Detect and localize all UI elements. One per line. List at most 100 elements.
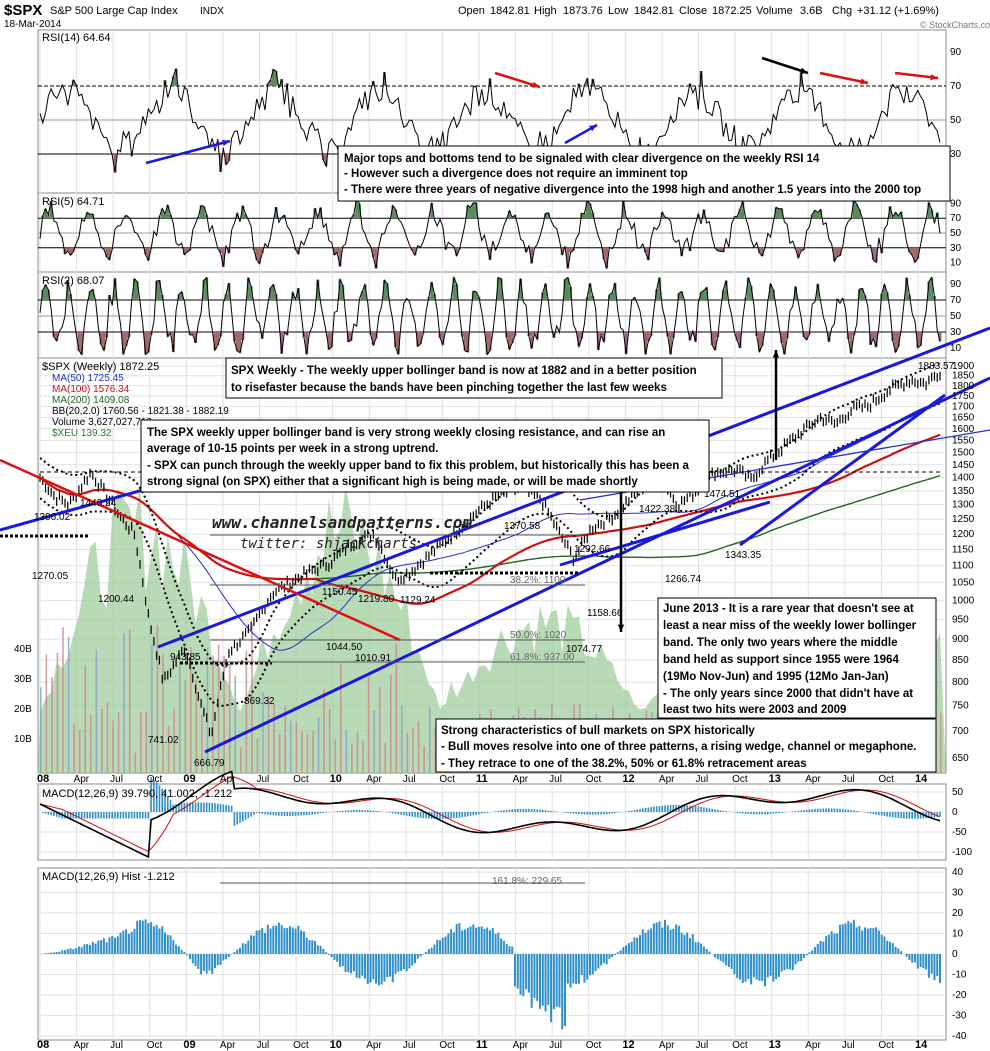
watermark-site: www.channelsandpatterns.com [212, 513, 472, 532]
y-tick-label: 1850 [952, 371, 975, 382]
ma100-line [39, 433, 941, 605]
volume-bar [178, 661, 181, 773]
volume-bar [73, 723, 75, 773]
volume-bar [184, 680, 187, 773]
macd-tick-label: -50 [952, 827, 967, 838]
price-annotation: 1396.02 [34, 512, 71, 523]
volume-bar [40, 687, 42, 773]
volume-bar [106, 702, 109, 773]
volume-bar [123, 633, 125, 773]
note-rsi-line: - There were three years of negative div… [344, 184, 921, 196]
x-tick-label: Oct [586, 774, 602, 785]
legend-volume: Volume 3,627,027,712 [52, 417, 153, 428]
y-tick-label: 1400 [952, 473, 975, 484]
note-june-line: June 2013 - It is a rare year that doesn… [663, 603, 914, 615]
volume-bar [395, 643, 398, 773]
hist-tick-label: 40 [952, 867, 964, 878]
fib-label: 61.8%: 937.00 [510, 652, 575, 663]
x-tick-label: 08 [37, 773, 49, 785]
rsi-tick-label: 50 [950, 115, 962, 126]
x-tick-label: Oct [147, 1040, 163, 1051]
price-annotation: 741.02 [148, 735, 179, 746]
lower-channel-line [204, 376, 990, 754]
rsi14-title: RSI(14) 64.64 [42, 32, 110, 44]
note-rsi-line: - However such a divergence does not req… [344, 168, 688, 180]
hist-tick-label: 10 [952, 929, 964, 940]
volume-bar [162, 654, 164, 773]
x-tick-label: Apr [74, 774, 90, 785]
x-tick-label: 13 [769, 1039, 781, 1051]
x-tick-label: Apr [366, 1040, 382, 1051]
volume-bar [128, 629, 131, 773]
rsi-tick-label: 70 [950, 295, 962, 306]
y-tick-label: 1350 [952, 486, 975, 497]
y-tick-label: 650 [952, 753, 969, 764]
note-june-line: band. The only two years where the middl… [663, 637, 898, 649]
note-june-line: band held as support since 1955 were 196… [663, 654, 899, 666]
divergence-arrow-head [532, 81, 540, 88]
volume-bar [412, 727, 414, 773]
open-value: 1842.81 [490, 5, 530, 17]
rsi-tick-label: 90 [950, 198, 962, 209]
y-tick-label: 1200 [952, 529, 975, 540]
rsi-line [39, 195, 941, 269]
volume-bar [323, 689, 325, 773]
divergence-arrow [819, 71, 869, 85]
x-tick-label: Oct [147, 774, 163, 785]
volume-bar [145, 712, 148, 773]
chart-symbol: $SPX [4, 2, 42, 19]
x-tick-label: Jul [110, 1040, 123, 1051]
volume-bar [295, 721, 298, 773]
volume-bar [284, 706, 287, 773]
x-tick-label: Oct [586, 1040, 602, 1051]
note-bull-line: - Bull moves resolve into one of three p… [441, 741, 916, 753]
chg-value: +31.12 (+1.69%) [857, 5, 939, 17]
volume-bar [51, 677, 53, 773]
volume-bar [434, 726, 437, 773]
volume-value: 3.6B [800, 5, 823, 17]
x-tick-label: Apr [366, 774, 382, 785]
volume-bar [367, 676, 370, 773]
y-tick-label: 1450 [952, 460, 975, 471]
note-bb-line: The SPX weekly upper bollinger band is v… [147, 427, 665, 439]
x-tick-label: Jul [403, 1040, 416, 1051]
volume-bar [190, 647, 192, 773]
rsi-tick-label: 30 [950, 243, 962, 254]
volume-bar [195, 680, 198, 773]
note-rsi-divergence: Major tops and bottoms tend to be signal… [337, 145, 951, 202]
x-tick-label: 10 [330, 1039, 342, 1051]
hist-tick-label: -10 [952, 969, 967, 980]
x-tick-label: Apr [513, 1040, 529, 1051]
x-tick-label: Jul [110, 774, 123, 785]
x-tick-label: 14 [915, 773, 928, 785]
volume-bar [67, 636, 70, 773]
volume-bar [328, 708, 331, 773]
volume-bar [78, 730, 81, 773]
hist-tick-label: 30 [952, 888, 964, 899]
x-tick-label: 10 [330, 773, 342, 785]
volume-bar [173, 708, 175, 773]
volume-bar [406, 732, 409, 773]
note-rsi-line: Major tops and bottoms tend to be signal… [344, 153, 820, 165]
volume-bar [390, 674, 392, 773]
fib-label: 161.8%: 229.65 [492, 876, 562, 887]
rsi-tick-label: 50 [950, 228, 962, 239]
note-bollinger-resistance: The SPX weekly upper bollinger band is v… [140, 419, 710, 493]
volume-bar [306, 733, 309, 773]
x-tick-label: Oct [878, 774, 894, 785]
note-spx-weekly: SPX Weekly - The weekly upper bollinger … [225, 357, 723, 399]
volume-bar [317, 717, 320, 773]
divergence-arrow-head [589, 125, 597, 132]
x-tick-label: Oct [732, 1040, 748, 1051]
volume-bar [45, 654, 48, 773]
x-tick-label: Oct [439, 1040, 455, 1051]
y-tick-label: 800 [952, 677, 969, 688]
y-tick-label: 1600 [952, 424, 975, 435]
volume-bar [251, 624, 253, 773]
price-annotation: 1370.58 [504, 521, 541, 532]
volume-bar [373, 710, 375, 773]
volume-bar [301, 731, 303, 773]
y-tick-label: 1750 [952, 391, 975, 402]
volume-bar [140, 711, 142, 773]
note-june-2013: June 2013 - It is a rare year that doesn… [657, 597, 937, 719]
